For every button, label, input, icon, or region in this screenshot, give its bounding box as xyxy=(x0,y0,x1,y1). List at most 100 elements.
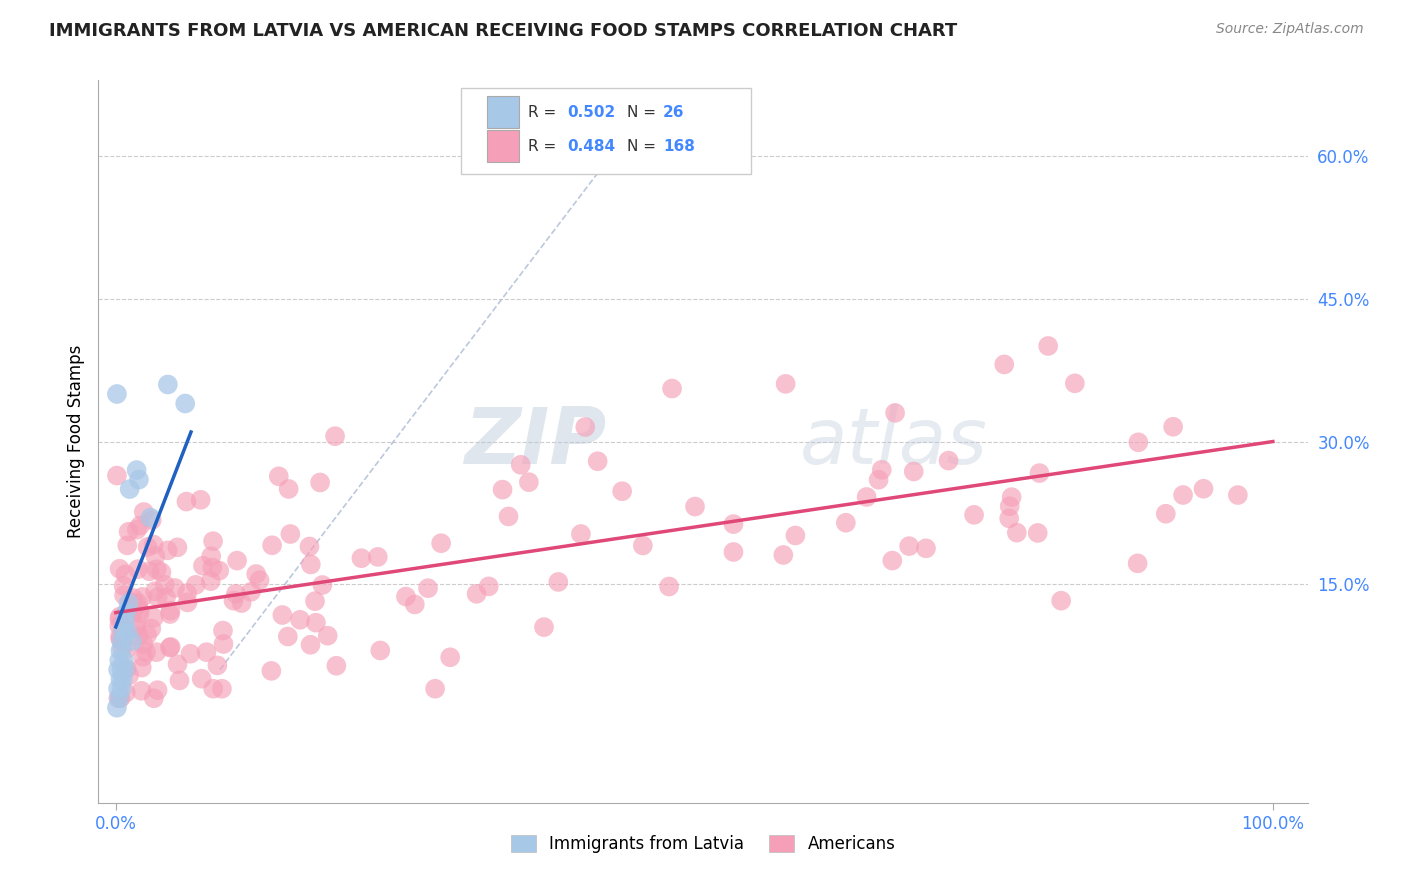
Point xyxy=(569,527,592,541)
Point xyxy=(127,596,149,610)
Point xyxy=(105,468,128,483)
Point xyxy=(129,518,152,533)
Point xyxy=(125,463,148,477)
Point xyxy=(533,620,555,634)
Point xyxy=(127,562,149,576)
Point xyxy=(574,420,596,434)
Point xyxy=(249,573,271,587)
Text: 168: 168 xyxy=(664,138,695,153)
Point xyxy=(176,586,198,600)
Point xyxy=(108,653,131,667)
Text: 26: 26 xyxy=(664,104,685,120)
Point xyxy=(108,629,131,643)
Point xyxy=(132,649,155,664)
Point xyxy=(305,615,328,630)
Point xyxy=(132,505,155,519)
Point xyxy=(128,602,150,616)
Point xyxy=(159,640,181,655)
Point xyxy=(775,376,797,391)
Point xyxy=(465,587,488,601)
Point xyxy=(207,658,229,673)
Text: 0.502: 0.502 xyxy=(568,104,616,120)
Point xyxy=(1005,525,1028,540)
Point xyxy=(179,647,201,661)
Point xyxy=(107,663,129,677)
Point xyxy=(1026,525,1049,540)
Point xyxy=(146,591,169,605)
Point xyxy=(404,598,426,612)
Point xyxy=(114,567,136,582)
Point xyxy=(212,637,235,651)
Point xyxy=(176,595,198,609)
Point xyxy=(898,539,921,553)
Point xyxy=(155,591,177,605)
Point xyxy=(132,637,155,651)
Point xyxy=(998,500,1021,514)
Point xyxy=(136,540,159,554)
Point xyxy=(211,681,233,696)
Point xyxy=(190,672,212,686)
Point xyxy=(195,645,218,659)
Point xyxy=(631,539,654,553)
Point xyxy=(395,590,418,604)
Point xyxy=(870,463,893,477)
Point xyxy=(498,509,520,524)
Point xyxy=(110,634,132,648)
Point xyxy=(128,473,150,487)
Point xyxy=(208,564,231,578)
Point xyxy=(262,538,284,552)
Point xyxy=(298,540,321,554)
Point xyxy=(169,673,191,688)
Point xyxy=(288,613,311,627)
Point xyxy=(200,574,222,589)
Point xyxy=(478,579,501,593)
Point xyxy=(430,536,453,550)
Point xyxy=(491,483,513,497)
Point xyxy=(586,454,609,468)
Point xyxy=(108,691,131,706)
Point xyxy=(661,382,683,396)
Text: N =: N = xyxy=(627,138,661,153)
Point xyxy=(111,624,134,639)
Point xyxy=(110,663,132,677)
Point xyxy=(1128,435,1150,450)
Point xyxy=(368,643,391,657)
Point xyxy=(723,545,745,559)
Point xyxy=(115,538,138,552)
Point xyxy=(683,500,706,514)
Point xyxy=(610,484,633,499)
Point xyxy=(110,632,132,647)
Point xyxy=(993,358,1015,372)
Point xyxy=(110,672,132,686)
Point xyxy=(785,528,807,542)
Text: Source: ZipAtlas.com: Source: ZipAtlas.com xyxy=(1216,22,1364,37)
Text: R =: R = xyxy=(527,104,561,120)
Point xyxy=(309,475,332,490)
Point xyxy=(121,596,143,610)
Point xyxy=(124,601,146,615)
Point xyxy=(118,668,141,682)
Point xyxy=(142,611,165,625)
Point xyxy=(277,482,299,496)
Point xyxy=(166,657,188,672)
Text: atlas: atlas xyxy=(800,403,987,480)
Point xyxy=(963,508,986,522)
Point xyxy=(1000,490,1022,504)
Point xyxy=(323,429,346,443)
Point xyxy=(416,581,439,595)
Point xyxy=(141,622,163,636)
Point xyxy=(260,664,283,678)
Point xyxy=(325,658,347,673)
Point xyxy=(145,549,167,563)
Point xyxy=(190,492,212,507)
Point xyxy=(202,681,225,696)
Point xyxy=(1192,482,1215,496)
Point xyxy=(139,510,162,524)
Point xyxy=(156,377,179,392)
Text: IMMIGRANTS FROM LATVIA VS AMERICAN RECEIVING FOOD STAMPS CORRELATION CHART: IMMIGRANTS FROM LATVIA VS AMERICAN RECEI… xyxy=(49,22,957,40)
Point xyxy=(142,691,165,706)
Point xyxy=(107,681,129,696)
Point xyxy=(225,587,247,601)
Point xyxy=(112,632,135,647)
Point xyxy=(350,551,373,566)
